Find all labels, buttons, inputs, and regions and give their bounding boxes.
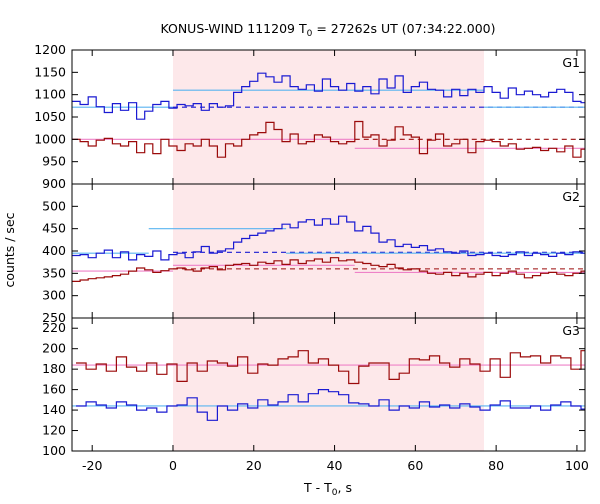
y-tick-label: 350	[42, 265, 66, 280]
y-tick-label: 1000	[34, 131, 66, 146]
series-blue-step	[72, 72, 585, 120]
x-tick-label: 40	[327, 458, 343, 473]
series-blue-step	[76, 389, 585, 421]
chart-title: KONUS-WIND 111209 T0 = 27262s UT (07:34:…	[160, 21, 495, 39]
panel-plot-area	[72, 350, 585, 421]
y-tick-label: 100	[42, 443, 66, 458]
x-tick-label: 20	[246, 458, 262, 473]
series-red-step	[72, 257, 585, 282]
x-tick-label: 0	[169, 458, 177, 473]
panel-g1: 900 950 1000 1050 1100 1150 1200 G1	[34, 42, 586, 191]
y-tick-label: 220	[42, 320, 66, 335]
panel-label: G1	[562, 55, 580, 70]
panel-label: G2	[562, 189, 580, 204]
y-tick-label: 1200	[34, 42, 66, 57]
y-tick-label: 450	[42, 221, 66, 236]
shaded-interval	[172, 50, 485, 184]
y-tick-label: 250	[42, 310, 66, 325]
panel-label: G3	[562, 323, 580, 338]
series-red-step	[72, 120, 585, 158]
y-tick-label: 120	[42, 423, 66, 438]
y-tick-label: 1100	[34, 87, 66, 102]
x-axis-label: T - T0, s	[303, 480, 352, 498]
y-tick-label: 180	[42, 361, 66, 376]
y-tick-label: 300	[42, 288, 66, 303]
y-tick-label: 1050	[34, 109, 66, 124]
panel-plot-area	[72, 72, 585, 158]
y-tick-label: 1150	[34, 64, 66, 79]
y-tick-label: 400	[42, 243, 66, 258]
series-red-step	[76, 350, 585, 385]
x-tick-label: 100	[565, 458, 589, 473]
y-tick-label: 140	[42, 402, 66, 417]
panel-g3: 100 120 140 160 180 200 220 G3	[42, 317, 586, 458]
series-blue-step	[72, 215, 585, 261]
panel-g2: 250 300 350 400 450 500 G2	[42, 183, 586, 325]
panel-plot-area	[72, 215, 585, 282]
y-tick-label: 160	[42, 382, 66, 397]
x-tick-labels: -20 0 20 40 60 80 100	[82, 458, 589, 473]
y-tick-label: 950	[42, 154, 66, 169]
x-tick-label: 80	[488, 458, 504, 473]
y-axis-label: counts / sec	[2, 212, 17, 287]
x-tick-label: 60	[407, 458, 423, 473]
x-tick-label: -20	[82, 458, 102, 473]
shaded-interval	[172, 318, 485, 451]
panel-frame	[71, 317, 586, 452]
y-tick-label: 500	[42, 198, 66, 213]
y-tick-label: 900	[42, 176, 66, 191]
chart-panels: 90095010001050110011501200G1250300350400…	[34, 42, 589, 473]
y-tick-label: 200	[42, 341, 66, 356]
